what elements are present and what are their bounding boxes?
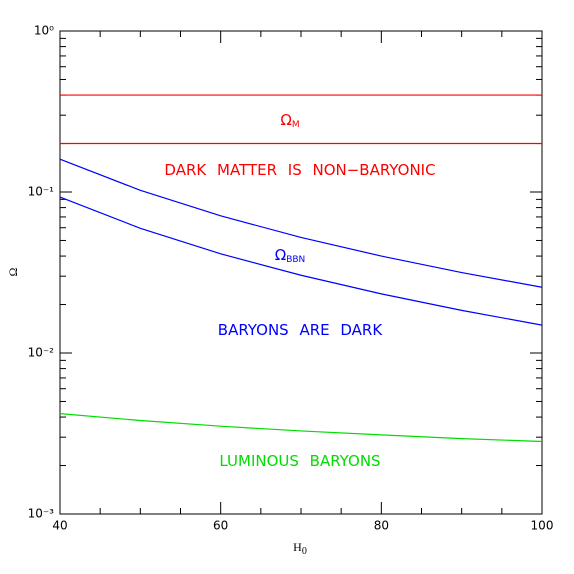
x-tick-label: 60: [213, 519, 228, 533]
annotation-text: LUMINOUS BARYONS: [219, 452, 380, 470]
plot-frame: [59, 30, 543, 515]
y-tick-label: 10⁻¹: [28, 185, 55, 199]
annotation: ΩM: [280, 111, 299, 130]
y-axis-label: Ω: [6, 267, 20, 276]
annotation-sub: BBN: [286, 255, 305, 265]
annotation: LUMINOUS BARYONS: [219, 452, 380, 470]
y-tick-label: 10⁻³: [28, 507, 55, 521]
x-axis-label: H0: [293, 540, 307, 558]
series-line: [59, 196, 543, 326]
x-tick-label: 100: [531, 519, 554, 533]
annotation-text: Ω: [280, 111, 291, 129]
x-tick-label: 80: [374, 519, 389, 533]
x-axis-label-sub: 0: [302, 546, 307, 557]
annotation-text: DARK MATTER IS NON−BARYONIC: [164, 161, 435, 179]
x-tick-label: 40: [52, 519, 67, 533]
y-tick-label: 10⁰: [34, 24, 54, 38]
annotation: BARYONS ARE DARK: [218, 321, 384, 339]
y-tick-label: 10⁻²: [28, 346, 55, 360]
series-line: [59, 413, 543, 443]
series-line: [59, 158, 543, 288]
annotation-text: BARYONS ARE DARK: [218, 321, 384, 339]
annotation-sub: M: [292, 120, 300, 130]
x-axis-label-main: H: [293, 540, 302, 554]
annotation-text: Ω: [275, 246, 286, 264]
annotation: ΩBBN: [275, 246, 306, 265]
annotation: DARK MATTER IS NON−BARYONIC: [164, 161, 435, 179]
